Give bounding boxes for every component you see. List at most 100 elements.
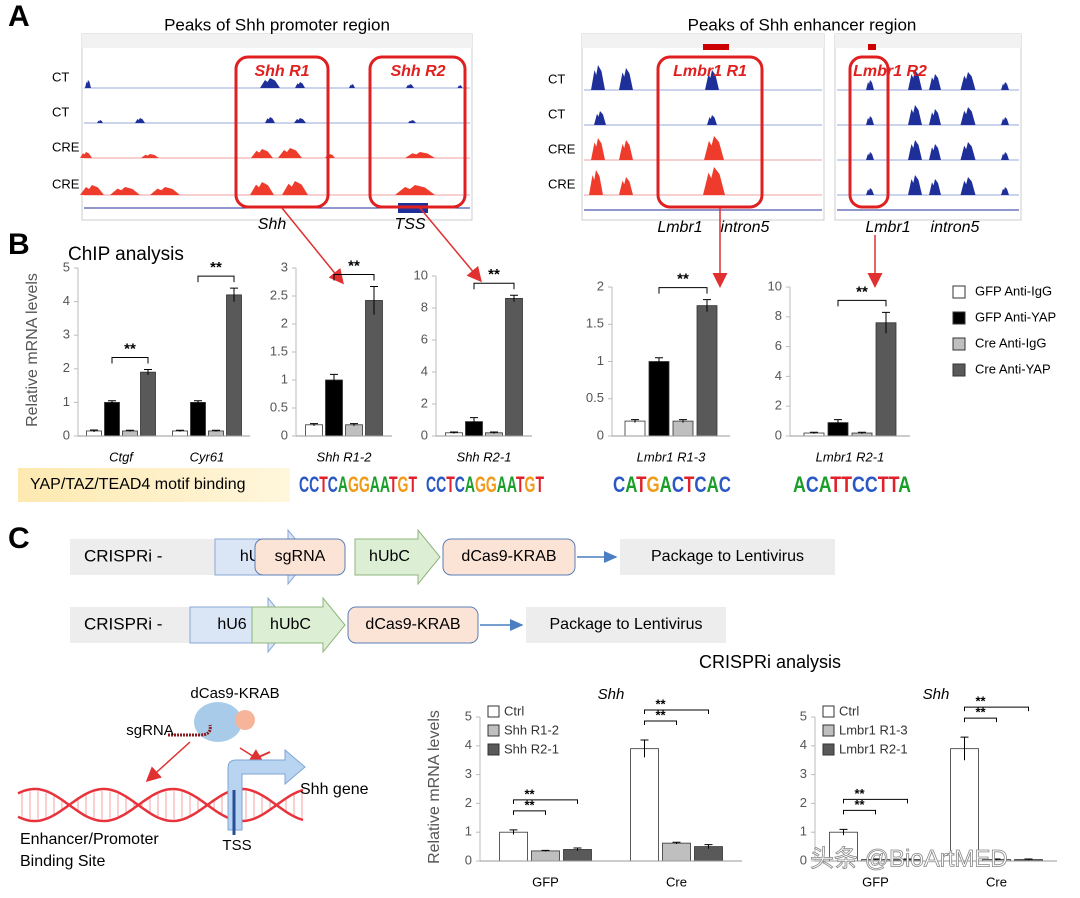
tss-label: TSS: [222, 837, 251, 854]
error-bar: [704, 844, 713, 849]
motif-logo: CCTCAGGAATGT: [299, 472, 417, 497]
y-tick-label: 6: [421, 331, 428, 346]
peak: [295, 82, 305, 88]
y-tick-label: 4: [465, 737, 472, 752]
peak: [866, 80, 874, 90]
y-tick-label: 5: [465, 708, 472, 723]
legend-swatch: [487, 743, 500, 756]
bar: [950, 748, 979, 862]
guide-rna: [168, 724, 212, 737]
significance-bracket: [111, 356, 149, 364]
peak: [908, 105, 922, 125]
bar: [875, 322, 897, 437]
link-arrow: [419, 207, 482, 283]
legend-label: Ctrl: [839, 703, 859, 718]
legend-swatch: [822, 743, 835, 756]
y-tick-label: 2: [775, 398, 782, 413]
y-tick-label: 1.5: [270, 343, 288, 358]
significance-bracket: [644, 709, 709, 715]
error-bar: [370, 285, 378, 315]
construct-part: dCas9-KRAB: [461, 548, 556, 565]
prefix-bg: [70, 539, 220, 575]
peak: [141, 154, 159, 158]
peak: [619, 140, 633, 160]
peak: [251, 149, 273, 158]
legend-label: Shh R1-2: [504, 722, 559, 737]
peak: [278, 148, 302, 158]
protein-label: dCas9-KRAB: [190, 685, 279, 702]
motif-label-box: [18, 468, 290, 502]
bar: [325, 379, 343, 437]
region-label: Lmbr1 R2: [853, 63, 927, 80]
significance-label: **: [524, 797, 535, 812]
section-title: ChIP analysis: [68, 244, 184, 265]
x-tick-label: Cre: [666, 874, 687, 889]
peak: [908, 175, 922, 195]
browser-title: Peaks of Shh promoter region: [164, 15, 390, 34]
panel-label: A: [8, 0, 30, 33]
x-tick-label: Lmbr1 R1-3: [637, 449, 706, 464]
y-tick-label: 1: [63, 394, 70, 409]
legend-label: GFP Anti-IgG: [975, 283, 1052, 298]
bar: [694, 846, 723, 862]
ruler: [82, 34, 472, 48]
peak: [349, 84, 355, 88]
peak: [866, 188, 874, 195]
y-tick-label: 3: [63, 327, 70, 342]
promoter-arrow: [354, 528, 441, 586]
error-bar: [490, 431, 498, 434]
error-bar: [90, 429, 98, 432]
y-tick-label: 1: [597, 353, 604, 368]
target-bg: [526, 607, 726, 643]
peak: [929, 144, 941, 160]
watermark: 头条 @BioArtMED: [810, 845, 1008, 872]
panel-label: C: [8, 522, 30, 555]
y-tick-label: 1: [281, 371, 288, 386]
peak: [960, 142, 976, 160]
y-tick-label: 3: [465, 766, 472, 781]
error-bar: [350, 423, 358, 426]
gene-label: Shh: [258, 216, 287, 233]
track-label: CRE: [52, 139, 80, 154]
region-box: [848, 55, 890, 209]
error-bar: [470, 417, 478, 426]
bar: [505, 297, 523, 437]
error-bar: [510, 294, 518, 302]
error-bar: [176, 429, 184, 432]
construct-part: dCas9-KRAB: [365, 616, 460, 633]
significance-label: **: [488, 266, 500, 283]
construct-target: Package to Lentivirus: [550, 616, 703, 633]
error-bar: [871, 858, 880, 861]
peak: [591, 65, 605, 90]
legend-label: Cre Anti-IgG: [975, 335, 1047, 350]
promoter-arrow: [251, 596, 346, 654]
bar: [122, 430, 138, 437]
y-tick-label: 4: [800, 737, 807, 752]
significance-label: **: [348, 257, 360, 274]
y-tick-label: 6: [775, 338, 782, 353]
bar: [531, 850, 560, 862]
y-tick-label: 10: [768, 278, 782, 293]
section-title: CRISPRi analysis: [699, 652, 841, 672]
region-marker: [868, 44, 876, 50]
y-tick-label: 0.5: [586, 390, 604, 405]
peak: [619, 68, 633, 90]
error-bar: [903, 858, 912, 861]
region-box: [656, 55, 764, 209]
legend-swatch: [952, 285, 966, 299]
x-tick-label: GFP: [532, 874, 559, 889]
significance-label: **: [655, 696, 666, 711]
gene-label: intron5: [931, 219, 980, 236]
track-label: CRE: [52, 176, 80, 191]
part-box: [347, 606, 479, 644]
protein: [194, 702, 242, 742]
y-tick-label: 4: [63, 293, 70, 308]
significance-label: **: [124, 340, 136, 357]
significance-label: **: [677, 271, 689, 288]
dna-strand: [17, 787, 304, 823]
dna-strand: [17, 787, 304, 823]
site-label: Enhancer/Promoter: [20, 831, 159, 848]
bar: [208, 430, 224, 437]
peak: [406, 84, 414, 88]
track-label: CT: [548, 106, 565, 121]
